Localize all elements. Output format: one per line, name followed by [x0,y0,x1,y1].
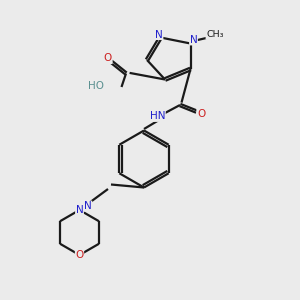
Text: N: N [155,29,163,40]
Text: N: N [190,35,197,45]
Text: O: O [197,109,205,119]
Text: HO: HO [88,81,104,92]
Text: HN: HN [150,111,165,122]
Text: N: N [76,205,83,215]
Text: O: O [75,250,84,260]
Text: CH₃: CH₃ [206,30,224,39]
Text: N: N [84,201,92,211]
Text: O: O [104,53,112,64]
